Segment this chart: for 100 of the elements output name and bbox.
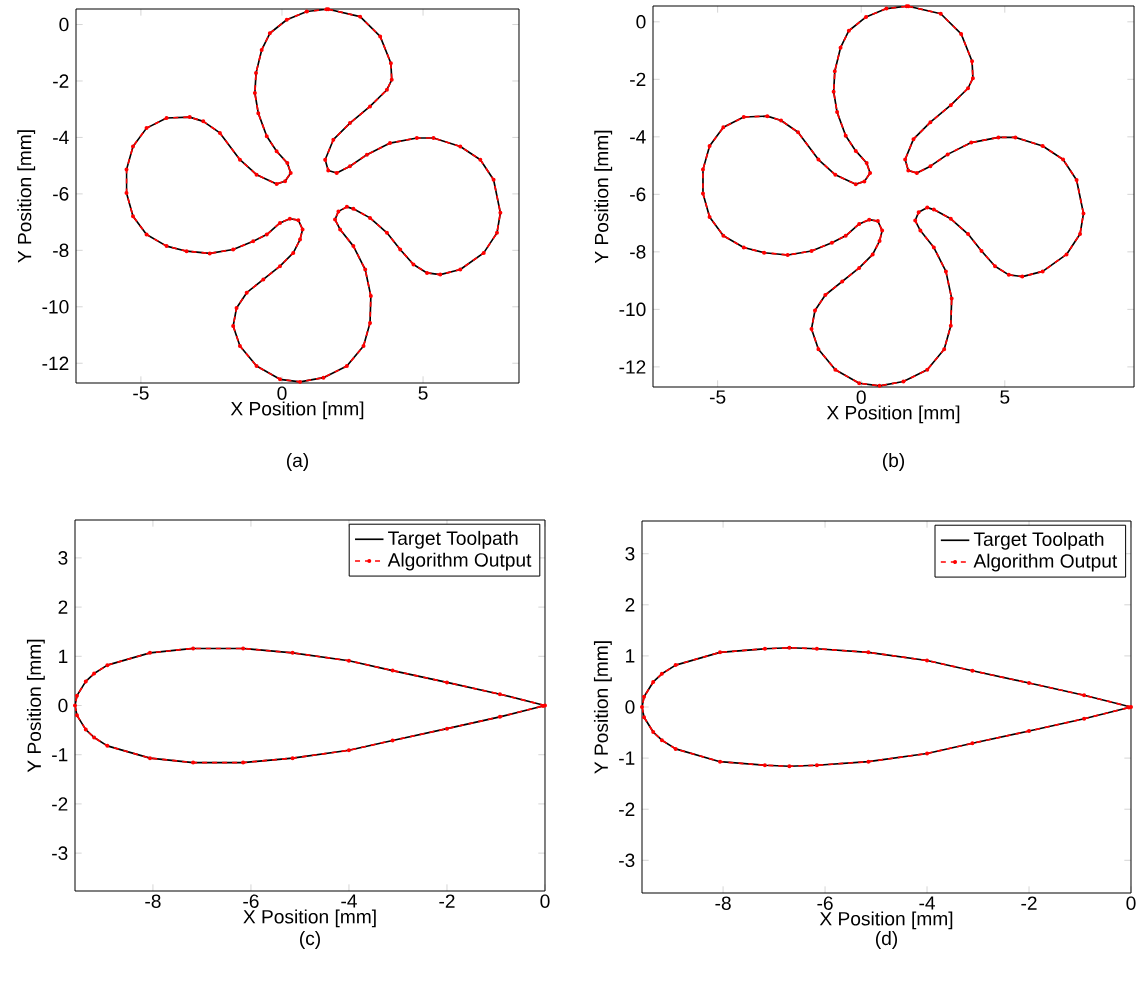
y-tick-label: -10	[42, 300, 69, 314]
y-tick-label: -2	[53, 74, 69, 88]
legend-label: Target Toolpath	[973, 531, 1104, 550]
text: (c)	[300, 931, 320, 949]
y-tick-label: 1	[626, 649, 635, 663]
point	[659, 738, 664, 743]
y-tick-label: -2	[52, 797, 68, 811]
point	[105, 743, 110, 748]
point	[1027, 729, 1032, 734]
y-tick-label: -8	[630, 245, 646, 259]
point	[1082, 693, 1087, 698]
point	[346, 658, 351, 663]
legend-label: Algorithm Output	[973, 553, 1118, 572]
point	[74, 713, 79, 718]
point	[83, 727, 88, 732]
point	[290, 650, 295, 655]
point	[970, 741, 975, 746]
y-tick-label: -2	[630, 72, 646, 87]
point	[390, 668, 395, 673]
point	[83, 679, 88, 684]
point	[925, 751, 930, 756]
point	[651, 679, 656, 684]
x-tick-label: -2	[1021, 896, 1037, 910]
point	[1027, 680, 1032, 685]
y-axis-title: Y Position [mm]	[593, 641, 612, 774]
y-tick-label: 0	[58, 698, 68, 713]
y-tick-label: 0	[636, 15, 646, 29]
y-axis-title: Y Position [mm]	[17, 130, 36, 263]
x-tick-label: 5	[1000, 390, 1010, 404]
y-tick-label: 3	[58, 551, 68, 565]
point	[241, 646, 246, 651]
text: (a)	[286, 453, 309, 471]
point	[346, 748, 351, 753]
point	[1082, 716, 1087, 721]
point	[290, 756, 295, 761]
y-tick-label: 1	[59, 649, 68, 663]
point	[74, 693, 79, 698]
point	[659, 671, 664, 676]
x-tick-label: -4	[919, 896, 935, 910]
point	[444, 726, 449, 731]
y-tick-label: 0	[59, 17, 69, 32]
point	[673, 663, 678, 668]
point	[673, 746, 678, 751]
point	[787, 645, 792, 650]
point	[787, 764, 792, 769]
point	[866, 759, 871, 764]
y-tick-label: -1	[52, 748, 68, 762]
point	[147, 756, 152, 761]
x-tick-label: -6	[817, 896, 833, 910]
x-tick-label: -8	[715, 896, 731, 910]
point	[92, 735, 97, 740]
point	[642, 715, 647, 720]
point	[444, 680, 449, 685]
y-tick-label: -3	[52, 846, 68, 860]
point	[762, 763, 767, 768]
point	[390, 738, 395, 743]
y-axis-title: Y Position [mm]	[26, 639, 45, 773]
x-tick-label: -4	[341, 894, 357, 908]
point	[497, 714, 502, 719]
y-axis-title: Y Position [mm]	[594, 130, 613, 264]
point	[191, 760, 196, 765]
y-tick-label: -3	[619, 853, 635, 868]
x-tick-label: -5	[133, 386, 149, 400]
point	[105, 663, 110, 668]
y-tick-label: -12	[619, 360, 646, 374]
point	[191, 646, 196, 651]
y-tick-label: -4	[630, 130, 646, 144]
x-tick-label: 0	[277, 386, 287, 400]
x-tick-label: 0	[1126, 896, 1136, 910]
y-tick-label: -8	[53, 243, 69, 258]
point	[241, 760, 246, 765]
x-tick-label: 0	[540, 894, 550, 908]
y-tick-label: 2	[625, 598, 635, 612]
x-tick-label: -8	[145, 894, 161, 908]
x-tick-label: -5	[709, 390, 726, 404]
point	[718, 759, 723, 764]
point	[814, 646, 819, 651]
point	[497, 692, 502, 697]
y-tick-label: -2	[619, 802, 635, 816]
point	[642, 694, 647, 699]
y-tick-label: -1	[619, 751, 635, 765]
point	[762, 646, 767, 651]
point	[718, 650, 723, 655]
point	[866, 650, 871, 655]
x-axis-title: X Position [mm]	[826, 405, 960, 424]
point	[72, 703, 78, 708]
x-tick-label: -6	[243, 894, 259, 908]
y-tick-label: 0	[625, 700, 635, 714]
x-axis-title: X Position [mm]	[243, 909, 376, 928]
point	[925, 658, 930, 663]
y-tick-label: 3	[625, 546, 635, 561]
point	[92, 671, 97, 676]
text: (d)	[875, 931, 898, 949]
point	[814, 763, 819, 768]
legend-label: Target Toolpath	[388, 530, 518, 549]
y-tick-label: -10	[619, 302, 646, 317]
text: (b)	[882, 453, 905, 471]
point	[651, 730, 656, 735]
legend-label: Algorithm Output	[387, 552, 532, 571]
point	[970, 668, 975, 673]
